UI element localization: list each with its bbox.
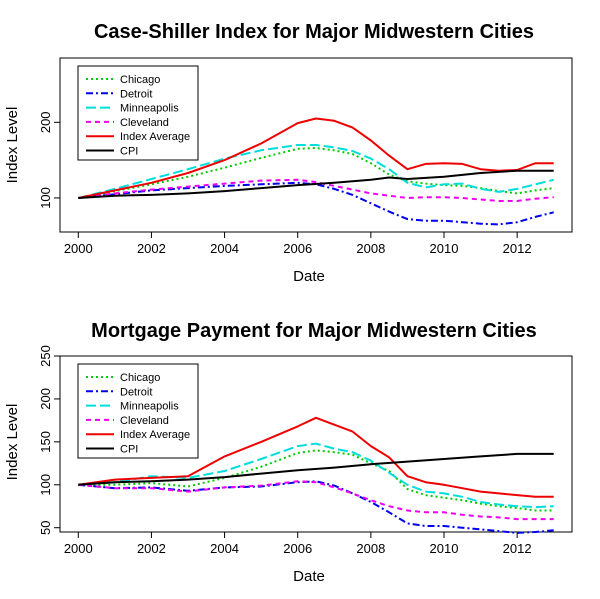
x-tick-label: 2006 [283,241,312,256]
legend-label: Detroit [120,88,152,100]
mortgage-payment-chart: Mortgage Payment for Major Midwestern Ci… [4,320,573,585]
x-tick-label: 2008 [356,241,385,256]
y-tick-label: 200 [38,388,53,410]
series-line-detroit [78,480,554,534]
y-axis-label: Index Level [4,404,21,481]
x-tick-label: 2004 [210,541,239,556]
legend-label: Chicago [120,372,160,384]
series-line-index-average [78,416,554,498]
y-axis-label: Index Level [4,107,21,184]
series-line-minneapolis [78,144,554,199]
legend-label: Detroit [120,386,152,398]
legend-label: CPI [120,146,138,158]
case-shiller-chart: Case-Shiller Index for Major Midwestern … [4,21,573,285]
legend-label: Chicago [120,74,160,86]
x-tick-label: 2006 [283,541,312,556]
x-tick-label: 2012 [503,541,532,556]
series-line-cpi [78,169,554,199]
chart-title: Mortgage Payment for Major Midwestern Ci… [91,320,537,342]
series-line-index-average [78,117,554,199]
legend-label: Minneapolis [120,103,179,115]
legend-box [77,65,199,161]
x-tick-label: 2004 [210,241,239,256]
series-line-chicago [78,147,554,199]
plot-frame [59,355,573,533]
legend-label: Index Average [120,429,190,441]
chart-title: Case-Shiller Index for Major Midwestern … [94,21,534,43]
series-line-minneapolis [78,442,554,509]
legend-label: Index Average [120,131,190,143]
legend-label: CPI [120,444,138,456]
y-tick-label: 100 [38,474,53,496]
x-tick-label: 2002 [137,541,166,556]
x-tick-label: 2010 [430,541,459,556]
y-tick-label: 150 [38,431,53,453]
x-axis-label: Date [293,568,325,585]
legend: Chicago Detroit Minneapolis Cleveland Index … [77,65,199,161]
legend-label: Cleveland [120,117,169,129]
y-tick-label: 200 [38,111,53,133]
legend-label: Minneapolis [120,401,179,413]
legend: Chicago Detroit Minneapolis Cleveland Index … [77,363,199,459]
x-tick-label: 2002 [137,241,166,256]
x-tick-label: 2008 [356,541,385,556]
series-line-detroit [78,181,554,226]
x-tick-label: 2012 [503,241,532,256]
y-tick-label: 100 [38,187,53,209]
x-tick-label: 2010 [430,241,459,256]
series-line-cleveland [78,178,554,202]
x-tick-label: 2000 [64,241,93,256]
legend-label: Cleveland [120,415,169,427]
y-tick-label: 250 [38,345,53,367]
legend-box [77,363,199,459]
plot-frame [59,57,573,233]
series-line-cpi [78,452,554,486]
x-tick-label: 2000 [64,541,93,556]
x-axis-label: Date [293,268,325,285]
y-tick-label: 50 [38,520,53,534]
